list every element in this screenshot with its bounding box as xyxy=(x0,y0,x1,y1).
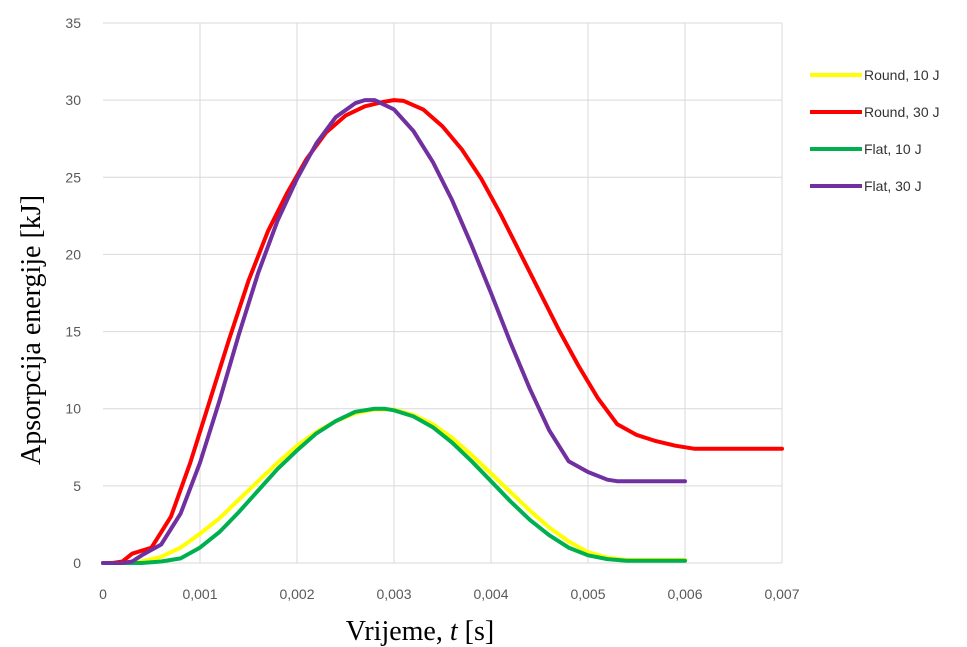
x-tick-label: 0 xyxy=(99,586,107,602)
x-tick-label: 0,003 xyxy=(376,586,411,602)
y-tick-label: 5 xyxy=(73,478,81,494)
plot-lines xyxy=(101,98,784,565)
y-tick-label: 25 xyxy=(65,169,81,185)
y-axis-title: Apsorpcija energije [kJ] xyxy=(16,195,47,465)
legend-label: Flat, 10 J xyxy=(864,141,922,157)
x-axis-title-variable: t xyxy=(450,616,459,647)
y-tick-label: 0 xyxy=(73,555,81,571)
x-tick-label: 0,001 xyxy=(182,586,217,602)
x-tick-label: 0,005 xyxy=(570,586,605,602)
legend-label: Round, 30 J xyxy=(864,104,940,120)
x-tick-label: 0,007 xyxy=(764,586,799,602)
legend-label: Round, 10 J xyxy=(864,67,940,83)
series-line-flat-30-j xyxy=(101,98,687,565)
y-tick-label: 15 xyxy=(65,324,81,340)
series-line-flat-10-j xyxy=(101,406,687,565)
x-axis-title: Vrijeme, t [s] xyxy=(346,616,494,647)
legend: Round, 10 J Round, 30 J Flat, 10 J Flat, 30… xyxy=(810,67,940,194)
gridlines xyxy=(103,22,783,564)
x-axis-tick-labels: 0 0,001 0,002 0,003 0,004 0,005 0,006 0,007 xyxy=(99,586,800,602)
y-tick-label: 10 xyxy=(65,401,81,417)
y-tick-label: 20 xyxy=(65,246,81,262)
x-tick-label: 0,004 xyxy=(473,586,508,602)
series-line-round-30-j xyxy=(101,98,784,565)
y-tick-label: 30 xyxy=(65,92,81,108)
y-axis-tick-labels: 0 5 10 15 20 25 30 35 xyxy=(65,15,81,571)
x-tick-label: 0,006 xyxy=(667,586,702,602)
x-axis-title-main: Vrijeme, xyxy=(346,616,450,647)
y-tick-label: 35 xyxy=(65,15,81,31)
x-axis-title-unit: [s] xyxy=(458,616,495,647)
x-tick-label: 0,002 xyxy=(279,586,314,602)
legend-label: Flat, 30 J xyxy=(864,178,922,194)
